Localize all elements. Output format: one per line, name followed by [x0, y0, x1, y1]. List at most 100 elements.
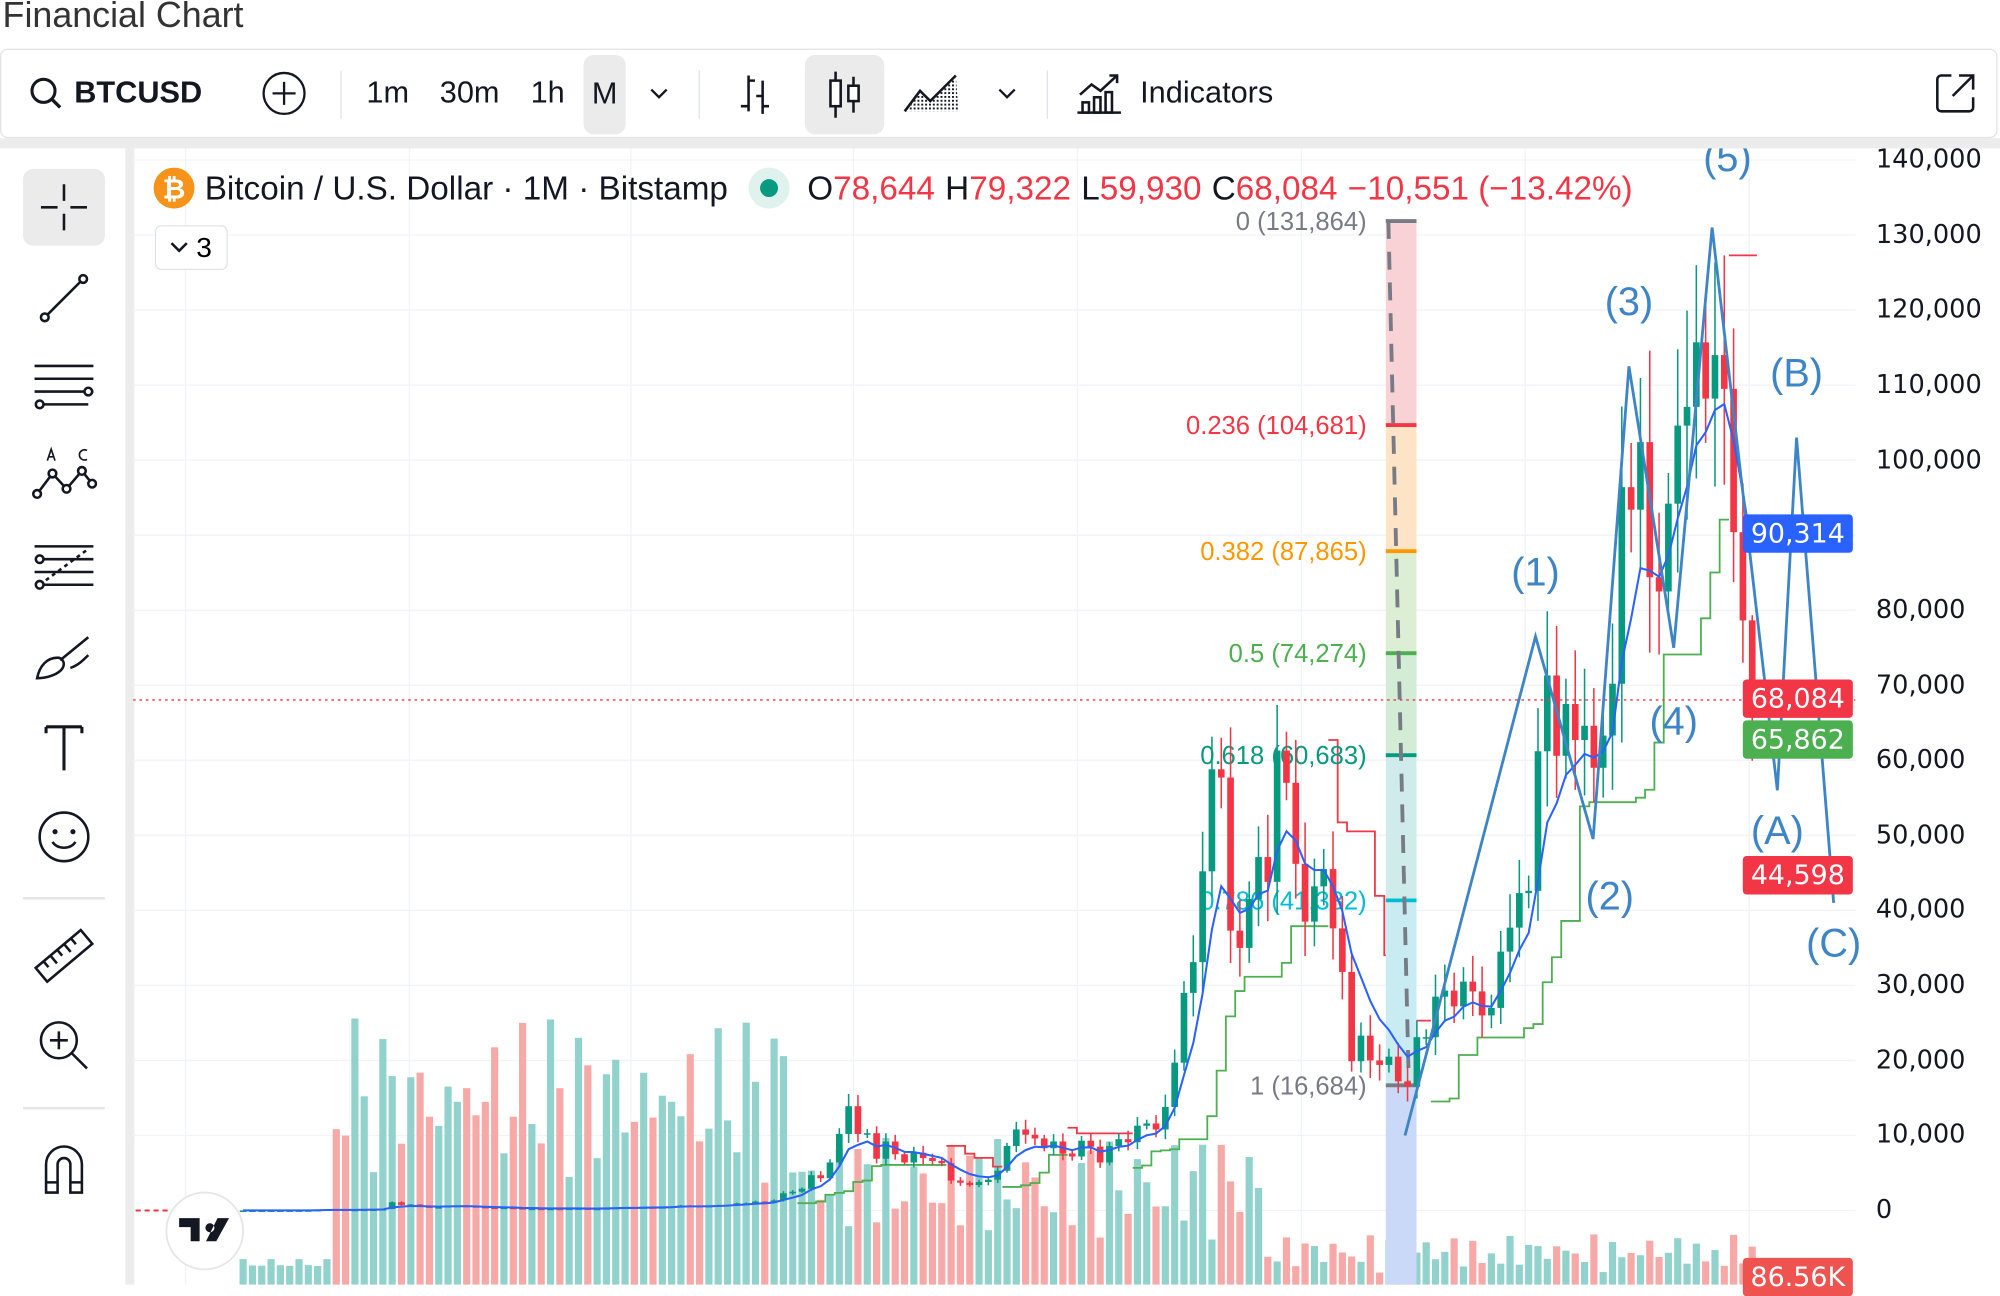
- bar-chart-icon: [740, 75, 770, 114]
- volume-bar: [817, 1199, 825, 1285]
- area-style-button[interactable]: [900, 50, 964, 137]
- volume-bar: [388, 1076, 396, 1285]
- trend-line-tool[interactable]: [23, 260, 105, 337]
- price-tick-label: 40,000: [1875, 893, 1966, 925]
- wave-label[interactable]: (C): [1806, 922, 1861, 966]
- symbol-search-button[interactable]: BTCUSD: [19, 50, 211, 137]
- symbol-title[interactable]: Bitcoin / U.S. Dollar · 1M · Bitstamp: [204, 168, 728, 207]
- wave-line: [1403, 227, 1836, 1136]
- volume-bar: [1525, 1244, 1533, 1285]
- volume-bar: [1664, 1252, 1672, 1285]
- volume-bar: [1189, 1171, 1197, 1285]
- text-tool[interactable]: [23, 709, 105, 786]
- volume-bar: [1590, 1234, 1598, 1285]
- candle-body: [1441, 990, 1449, 997]
- wave-label[interactable]: (1): [1511, 550, 1559, 594]
- interval-dropdown[interactable]: [641, 50, 677, 137]
- volume-bar: [1180, 1220, 1188, 1285]
- candle-body: [1115, 1139, 1123, 1146]
- interval-1m[interactable]: 1m: [366, 75, 410, 111]
- price-tick-label: 50,000: [1875, 818, 1966, 850]
- wave-label[interactable]: (3): [1605, 280, 1653, 324]
- candle-body: [1413, 1037, 1421, 1087]
- compare-symbol-button[interactable]: [257, 50, 311, 137]
- crosshair-tool[interactable]: [23, 168, 105, 246]
- volume-bar: [723, 1120, 732, 1285]
- interval-30m[interactable]: 30m: [439, 75, 500, 111]
- tradingview-logo[interactable]: [165, 1191, 245, 1271]
- volume-bar: [519, 1022, 527, 1285]
- volume-bar: [1012, 1208, 1020, 1285]
- pattern-tool[interactable]: [23, 435, 105, 512]
- wave-label[interactable]: (4): [1649, 700, 1697, 744]
- volume-bar: [1562, 1250, 1570, 1285]
- volume-bar: [369, 1172, 378, 1285]
- candle-body: [1497, 951, 1505, 1008]
- volume-bar: [267, 1259, 275, 1285]
- wave-label[interactable]: (5): [1703, 148, 1751, 180]
- volume-bar: [658, 1095, 666, 1285]
- chart-style-dropdown[interactable]: [989, 50, 1025, 137]
- fullscreen-button[interactable]: [1927, 50, 1983, 137]
- volume-bar: [1310, 1246, 1318, 1285]
- candle-body: [1152, 1123, 1160, 1130]
- candle-body: [1143, 1123, 1151, 1126]
- fib-retracement-tool[interactable]: [23, 528, 105, 605]
- wave-label[interactable]: (B): [1770, 351, 1823, 395]
- interval-M[interactable]: M: [583, 55, 626, 135]
- emoji-tool[interactable]: [23, 798, 105, 875]
- candle-body: [388, 1202, 396, 1210]
- candle-body: [398, 1202, 405, 1205]
- zoom-in-tool[interactable]: [23, 1007, 105, 1084]
- candle-body: [817, 1175, 825, 1179]
- candle-body: [239, 1210, 247, 1212]
- magnet-tool[interactable]: [23, 1130, 105, 1207]
- symbol-label: BTCUSD: [74, 75, 203, 111]
- volume-bar: [537, 1143, 545, 1285]
- bars-style-button[interactable]: [726, 50, 785, 137]
- volume-bar: [1236, 1211, 1244, 1285]
- candlestick-icon: [829, 71, 860, 118]
- volume-bar: [1171, 1145, 1179, 1285]
- wave-label[interactable]: (2): [1586, 874, 1634, 918]
- volume-bar: [956, 1225, 964, 1285]
- candle-body: [1180, 992, 1188, 1063]
- volume-bar: [500, 1153, 508, 1285]
- volume-bar: [1152, 1206, 1160, 1285]
- volume-bar: [1320, 1262, 1328, 1285]
- volume-bar: [1208, 1239, 1216, 1285]
- candle-body: [1478, 991, 1486, 1016]
- volume-bar: [397, 1143, 406, 1285]
- volume-bar: [1161, 1206, 1169, 1285]
- price-tag: 86.56K: [1742, 1257, 1853, 1296]
- interval-1h[interactable]: 1h: [530, 75, 565, 111]
- price-tick-label: 100,000: [1875, 443, 1982, 475]
- volume-bar: [1506, 1235, 1514, 1285]
- candle-body: [528, 1208, 536, 1211]
- candle-body: [1227, 777, 1234, 931]
- indicators-collapse-button[interactable]: 3: [154, 225, 228, 270]
- volume-bar: [1487, 1253, 1495, 1285]
- brush-tool[interactable]: [23, 619, 105, 696]
- candles-style-button[interactable]: [804, 55, 885, 135]
- divider: [340, 70, 342, 120]
- bitcoin-icon: ₿: [153, 167, 195, 209]
- close-label: C: [1211, 168, 1236, 207]
- indicators-button[interactable]: Indicators: [1076, 50, 1300, 137]
- candle-body: [1366, 1035, 1374, 1061]
- top-toolbar: BTCUSD 1m 30m 1h M Indicators: [0, 48, 1998, 139]
- fullscreen-export-icon: [1936, 74, 1975, 113]
- volume-bar: [1674, 1238, 1682, 1285]
- volume-bar: [1338, 1252, 1346, 1285]
- price-chart[interactable]: 0 (131,864) 0.236 (104,681) 0.382 (87,865)…: [133, 148, 2000, 1285]
- volume-bar: [1627, 1252, 1635, 1285]
- volume-bar: [314, 1266, 322, 1285]
- fib-retracement-drawing[interactable]: 0 (131,864) 0.236 (104,681) 0.382 (87,865)…: [1186, 208, 1417, 1285]
- wave-label[interactable]: (A): [1751, 809, 1804, 853]
- horizontal-lines-tool[interactable]: [23, 348, 105, 425]
- candle-body: [1217, 769, 1225, 778]
- price-tick-label: 80,000: [1875, 593, 1966, 625]
- elliott-wave-drawing[interactable]: (1) (2) (3) (4) (5) (A) (B) (C): [1403, 148, 1861, 1136]
- volume-bar: [770, 1038, 778, 1285]
- measure-tool[interactable]: [23, 919, 105, 996]
